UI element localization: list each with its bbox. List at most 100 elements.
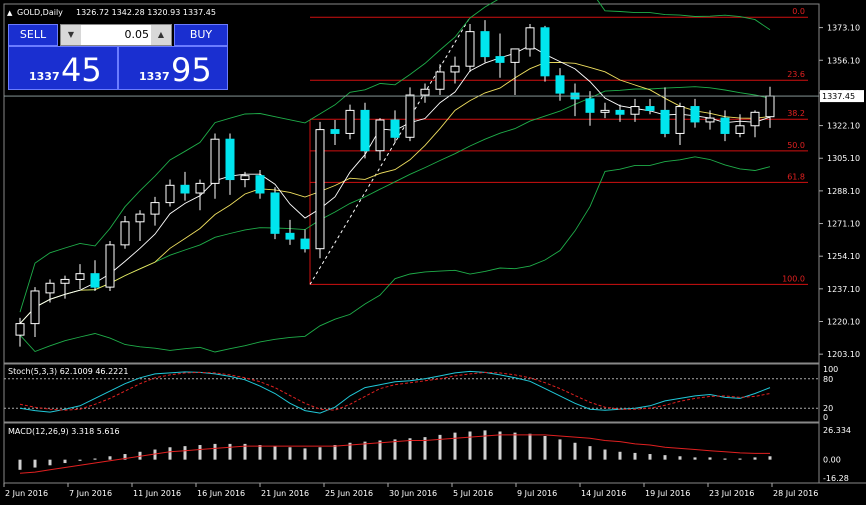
candle (150, 196, 160, 226)
sell-price-box[interactable]: 1337 45 (8, 46, 118, 90)
candle (120, 216, 130, 249)
candle (735, 114, 745, 138)
symbol-title: GOLD,Daily (17, 8, 63, 17)
candle (135, 210, 145, 242)
lot-increase-arrow-icon[interactable]: ▲ (151, 25, 171, 45)
macd-histogram-bar (498, 431, 502, 460)
bullish-candle-body (600, 109, 610, 113)
current-price-label: 1337.45 (822, 92, 855, 101)
bearish-candle-body (90, 273, 100, 288)
time-tick-label: 30 Jun 2016 (389, 489, 437, 498)
macd-histogram-bar (588, 446, 592, 460)
macd-axis-label: 0.00 (823, 456, 841, 465)
bullish-candle-body (45, 282, 55, 294)
bearish-candle-body (720, 117, 730, 134)
time-tick-label: 19 Jul 2016 (645, 489, 690, 498)
lot-size-input[interactable]: 0.05 (124, 28, 150, 41)
bullish-candle-body (735, 125, 745, 134)
bullish-candle-body (525, 27, 535, 50)
current-price-tag (820, 90, 864, 103)
price-tick-label: 1288.10 (827, 187, 860, 196)
macd-histogram-bar (78, 459, 82, 461)
candle (75, 264, 85, 290)
bullish-candle-body (450, 65, 460, 73)
bullish-candle-body (750, 111, 760, 127)
macd-histogram-bar (543, 436, 547, 460)
bullish-candle-body (420, 88, 430, 96)
macd-histogram-bar (663, 455, 667, 460)
fib-trendline[interactable] (309, 16, 471, 285)
bollinger-lower-line (19, 156, 771, 353)
macd-histogram-bar (468, 431, 472, 460)
candle (630, 98, 640, 122)
candle (165, 179, 175, 207)
bearish-candle-body (540, 27, 550, 77)
bullish-candle-body (240, 175, 250, 181)
bearish-candle-body (555, 75, 565, 94)
macd-histogram-bar (213, 443, 217, 460)
macd-histogram-bar (738, 458, 742, 460)
price-tick-label: 1271.10 (827, 220, 860, 229)
macd-histogram-bar (453, 432, 457, 460)
bearish-candle-body (300, 238, 310, 250)
candle (90, 260, 100, 291)
bullish-candle-body (405, 94, 415, 138)
fib-level-label: 50.0 (787, 141, 805, 150)
candle (585, 91, 595, 126)
sell-button[interactable]: SELL (8, 24, 58, 46)
macd-histogram-bar (408, 438, 412, 460)
bullish-candle-body (210, 138, 220, 184)
bearish-candle-body (255, 175, 265, 194)
macd-histogram-bar (183, 446, 187, 460)
candle (315, 121, 325, 259)
buy-price-box[interactable]: 1337 95 (118, 46, 228, 90)
fibonacci-retracement[interactable]: 0.0 23.6 38.2 50.0 61.8 100.0 (309, 7, 808, 285)
collapse-triangle-icon[interactable]: ▲ (7, 9, 13, 17)
macd-histogram-bar (513, 432, 517, 460)
price-tick-label: 1220.10 (827, 318, 860, 327)
stochastic-oscillator: 80 20 100 0 (4, 365, 838, 422)
candle (390, 110, 400, 144)
macd-histogram-bar (438, 434, 442, 460)
bullish-candle-body (60, 278, 70, 284)
bullish-candle-body (105, 244, 115, 288)
buy-button[interactable]: BUY (174, 24, 228, 46)
bearish-candle-body (285, 232, 295, 240)
candle (420, 83, 430, 103)
stoch-title: Stoch(5,3,3) 62.1009 46.2221 (8, 367, 128, 376)
lot-decrease-arrow-icon[interactable]: ▼ (61, 25, 81, 45)
macd-histogram-bar (348, 442, 352, 460)
bullish-candle-body (315, 129, 325, 250)
bollinger-upper-line (19, 0, 771, 313)
candle (450, 56, 460, 84)
macd-histogram-bar (603, 449, 607, 460)
bullish-candle-body (705, 117, 715, 123)
candle (15, 317, 25, 347)
candle (285, 219, 295, 245)
candle (705, 110, 715, 130)
bearish-candle-body (615, 109, 625, 115)
macd-histogram-bar (768, 456, 772, 460)
macd-histogram-bar (198, 445, 202, 460)
stoch-level-label: 20 (823, 404, 833, 413)
time-tick-label: 5 Jul 2016 (453, 489, 493, 498)
candle (660, 87, 670, 138)
candle (690, 98, 700, 128)
bullish-candle-body (30, 290, 40, 325)
macd-histogram-bar (18, 459, 22, 470)
candle (360, 102, 370, 159)
lot-size-stepper[interactable]: ▼ 0.05 ▲ (60, 24, 172, 46)
bullish-candle-body (120, 221, 130, 246)
macd-signal-line (19, 434, 770, 474)
price-tick-label: 1356.10 (827, 56, 860, 65)
candle (510, 48, 520, 96)
time-tick-label: 21 Jun 2016 (261, 489, 309, 498)
stochastic-panel[interactable] (3, 363, 820, 423)
candle (405, 87, 415, 142)
candle (105, 241, 115, 291)
macd-histogram-bar (123, 454, 127, 460)
bearish-candle-body (660, 109, 670, 134)
macd-histogram-bar (108, 456, 112, 460)
bullish-candle-body (765, 95, 775, 118)
